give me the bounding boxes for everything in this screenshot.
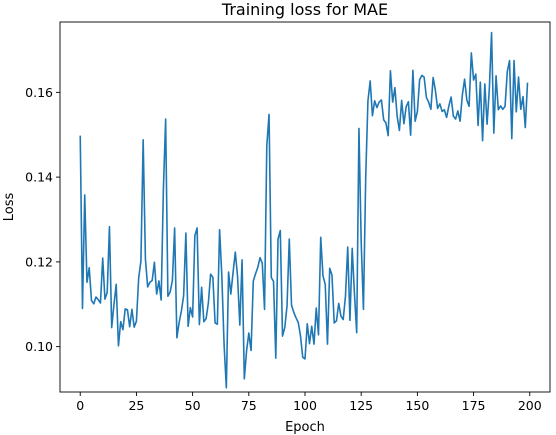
- loss-series-line: [79, 31, 529, 389]
- y-tick-label: 0.14: [25, 170, 53, 185]
- x-tick-label: 125: [349, 398, 373, 413]
- x-tick-label: 25: [128, 398, 144, 413]
- x-tick-label: 75: [241, 398, 257, 413]
- x-tick-label: 150: [405, 398, 429, 413]
- x-tick-label: 175: [462, 398, 486, 413]
- x-tick-label: 200: [518, 398, 542, 413]
- x-tick-label: 0: [76, 398, 84, 413]
- y-axis-label: Loss: [2, 193, 17, 222]
- y-tick-label: 0.12: [25, 254, 53, 269]
- x-axis-label: Epoch: [285, 420, 325, 435]
- y-tick-label: 0.16: [25, 85, 53, 100]
- y-axis: 0.10 0.12 0.14 0.16: [25, 85, 60, 354]
- x-tick-label: 50: [185, 398, 201, 413]
- chart-title: Training loss for MAE: [221, 0, 388, 19]
- x-tick-label: 100: [293, 398, 317, 413]
- plot-area: [79, 31, 529, 389]
- x-axis: 0 25 50 75 100 125 150 175 200: [76, 392, 542, 413]
- y-tick-label: 0.10: [25, 339, 53, 354]
